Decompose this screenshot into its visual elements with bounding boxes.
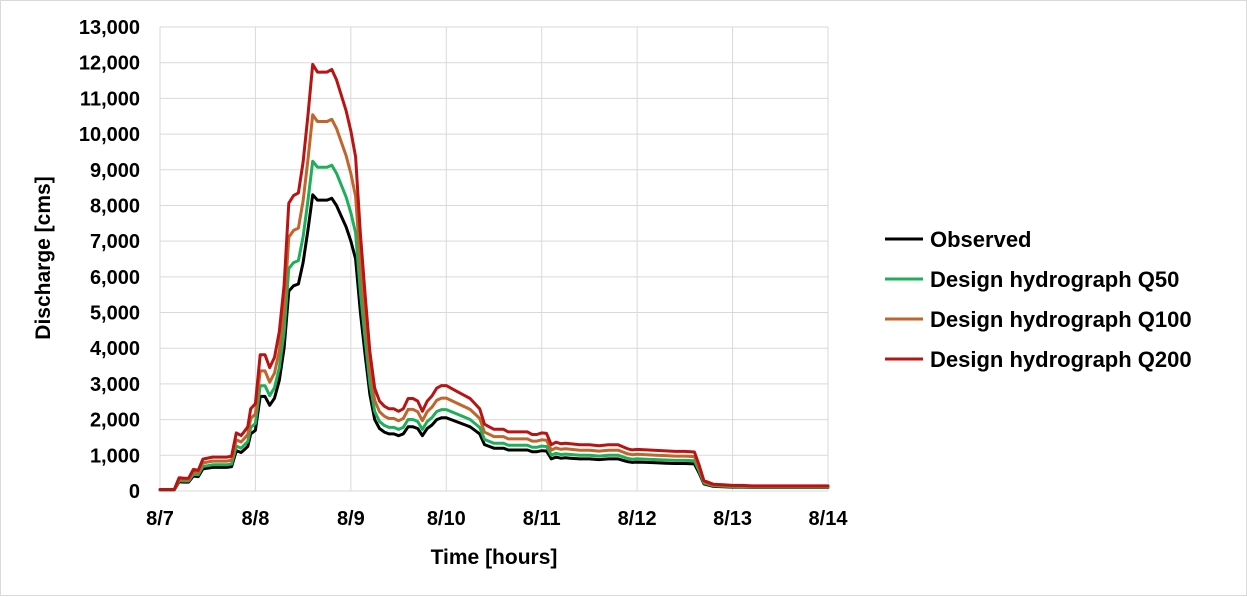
x-axis-title: Time [hours] [431, 546, 558, 569]
series-line-2 [158, 113, 830, 492]
x-tick-label: 8/14 [809, 508, 849, 530]
gridlines [160, 26, 829, 491]
series-lines [158, 62, 830, 492]
x-tick-label: 8/9 [337, 508, 365, 530]
legend-label: Design hydrograph Q50 [930, 267, 1179, 292]
x-tick-label: 8/10 [427, 508, 466, 530]
tick-labels: 0 1,000 2,000 3,000 4,000 5,000 6,000 7,000 8,00… [79, 17, 849, 530]
series-line-1 [158, 159, 830, 492]
y-tick-label: 11,000 [80, 88, 140, 110]
y-tick-label: 2,000 [90, 410, 140, 432]
x-tick-label: 8/7 [146, 508, 174, 530]
y-tick-label: 0 [129, 481, 140, 503]
legend: Observed Design hydrograph Q50 Design hydr… [885, 227, 1192, 372]
y-tick-label: 8,000 [90, 195, 140, 217]
y-tick-label: 9,000 [90, 160, 140, 182]
x-tick-label: 8/12 [618, 508, 657, 530]
y-tick-label: 10,000 [79, 124, 140, 146]
y-axis-title: Discharge [cms] [32, 176, 55, 339]
x-tick-label: 8/13 [713, 508, 752, 530]
axes [159, 27, 828, 492]
series-line-3 [158, 62, 830, 491]
x-tick-label: 8/8 [242, 508, 270, 530]
y-tick-label: 6,000 [90, 267, 140, 289]
x-tick-label: 8/11 [523, 508, 561, 530]
y-tick-label: 3,000 [90, 374, 140, 396]
y-tick-label: 7,000 [90, 231, 140, 253]
series-line-0 [158, 193, 830, 492]
y-tick-label: 5,000 [90, 303, 140, 325]
legend-label: Observed [930, 227, 1032, 252]
y-tick-label: 13,000 [79, 17, 140, 39]
legend-label: Design hydrograph Q100 [930, 307, 1192, 332]
legend-label: Design hydrograph Q200 [930, 347, 1192, 372]
y-tick-label: 4,000 [90, 338, 140, 360]
y-tick-label: 1,000 [90, 445, 140, 467]
y-tick-label: 12,000 [79, 53, 140, 75]
